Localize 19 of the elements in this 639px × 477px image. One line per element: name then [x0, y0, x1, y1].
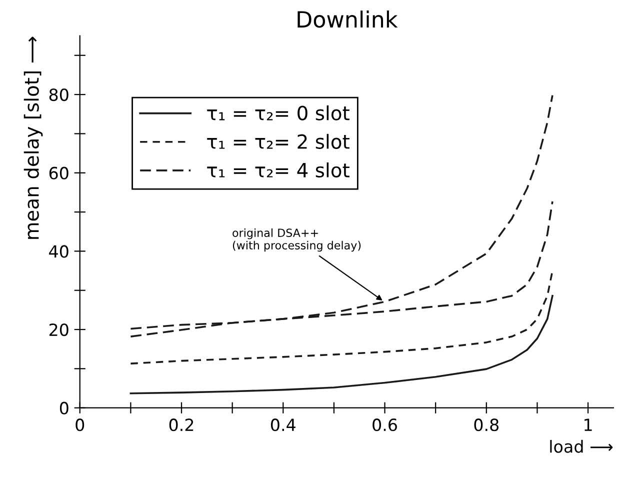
x-tick-label: 0.8: [474, 418, 499, 432]
y-tick-label: 80: [49, 88, 68, 102]
legend-label: τ₁ = τ₂= 2 slot: [207, 134, 350, 149]
legend-label: τ₁ = τ₂= 0 slot: [207, 105, 350, 120]
x-tick-label: 0.2: [169, 418, 194, 432]
x-tick-label: 0.6: [372, 418, 397, 432]
chart-title: Downlink: [298, 10, 398, 28]
legend-label: τ₁ = τ₂= 4 slot: [207, 162, 350, 178]
annotation: original DSA++ (with processing delay): [232, 228, 361, 252]
y-tick-label: 40: [49, 245, 68, 258]
x-tick-label: 1: [584, 418, 592, 431]
y-tick-label: 0: [60, 402, 68, 414]
y-tick-label: 20: [49, 323, 68, 336]
x-tick-label: 0.4: [270, 418, 296, 432]
y-axis-title: mean delay [slot] ⟶: [24, 36, 43, 239]
y-tick-label: 60: [49, 166, 68, 180]
line-series: [130, 294, 554, 394]
x-tick-label: 0: [76, 418, 84, 432]
x-axis-title: load ⟶: [550, 440, 613, 453]
